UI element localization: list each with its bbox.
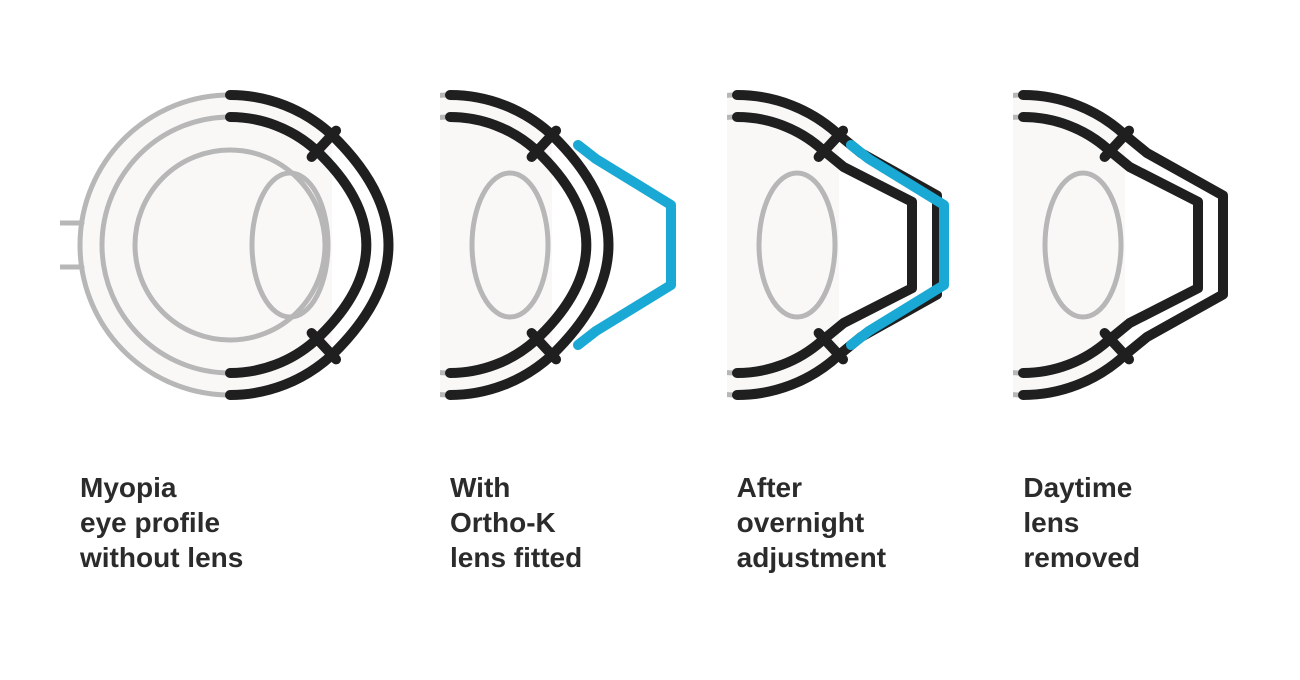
panel-caption: After overnight adjustment [737,470,886,575]
eye-diagram [1013,60,1273,430]
orthok-infographic: Myopia eye profile without lens With Orth… [0,0,1300,680]
panel-3-overnight: After overnight adjustment [727,60,1014,575]
eye-diagram [60,60,440,430]
panel-row: Myopia eye profile without lens With Orth… [0,0,1300,575]
orthok-lens-icon [578,145,671,345]
panel-caption: Daytime lens removed [1023,470,1140,575]
panel-2-fitted: With Ortho-K lens fitted [440,60,727,575]
eye-diagram [727,60,987,430]
eye-diagram [440,60,700,430]
panel-caption: With Ortho-K lens fitted [450,470,582,575]
panel-4-removed: Daytime lens removed [1013,60,1300,575]
panel-caption: Myopia eye profile without lens [80,470,243,575]
panel-1-myopia: Myopia eye profile without lens [60,60,440,575]
